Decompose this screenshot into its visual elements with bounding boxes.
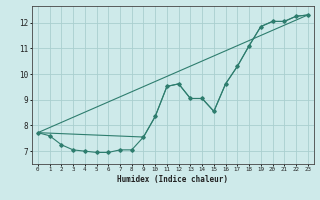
X-axis label: Humidex (Indice chaleur): Humidex (Indice chaleur): [117, 175, 228, 184]
